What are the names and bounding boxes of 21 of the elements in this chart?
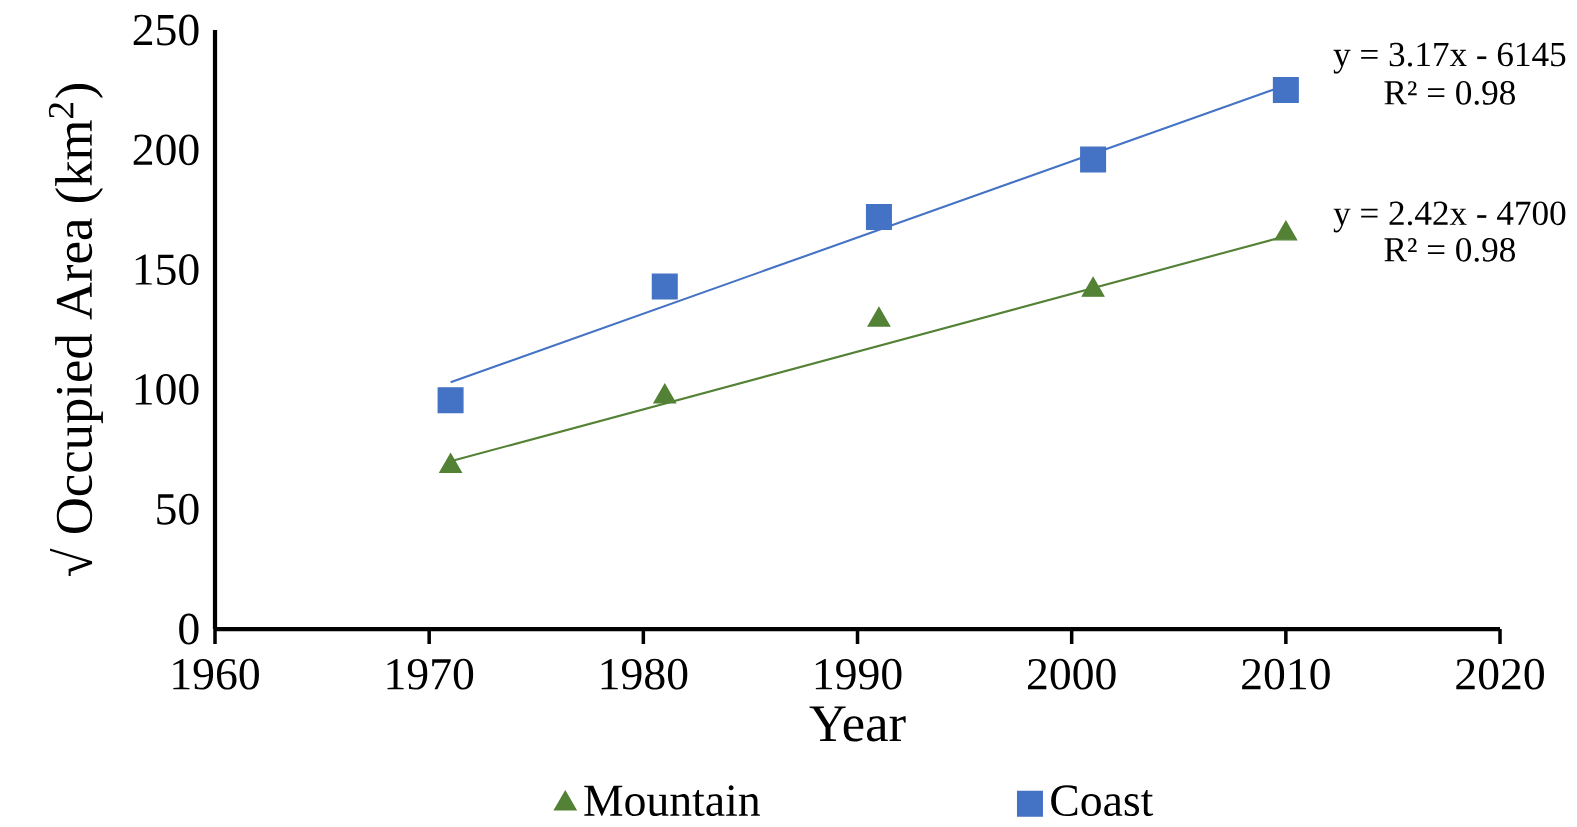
x-tick-label: 2000 [1027,658,1116,690]
x-tick-label: 1990 [815,658,902,690]
y-axis-title: √ Occupied Area (km$^{2}$) [48,84,103,576]
y-tick-label: 0 [179,613,199,645]
y-tick-label: 200 [133,134,199,166]
legend-label: Mountain [584,785,760,817]
annotation: y = 2.42x - 4700 [1333,201,1566,233]
x-tick-label: 1960 [173,658,259,690]
x-tick-label: 1980 [601,658,688,690]
x-tick-label: 2010 [1242,658,1330,690]
y-tick-label: 50 [157,493,199,525]
y-tick-label: 100 [135,374,199,405]
x-tick-label: 2020 [1456,658,1544,690]
annotation: R² = 0.98 [1384,237,1515,262]
x-tick-label: 1970 [387,658,474,690]
annotation: R² = 0.98 [1384,80,1515,105]
y-tick-label: 150 [135,254,199,286]
y-tick-label: 250 [133,14,199,46]
annotation: y = 3.17x - 6145 [1333,42,1566,74]
legend-label: Coast [1051,785,1154,817]
x-axis-title: Year [809,706,906,742]
